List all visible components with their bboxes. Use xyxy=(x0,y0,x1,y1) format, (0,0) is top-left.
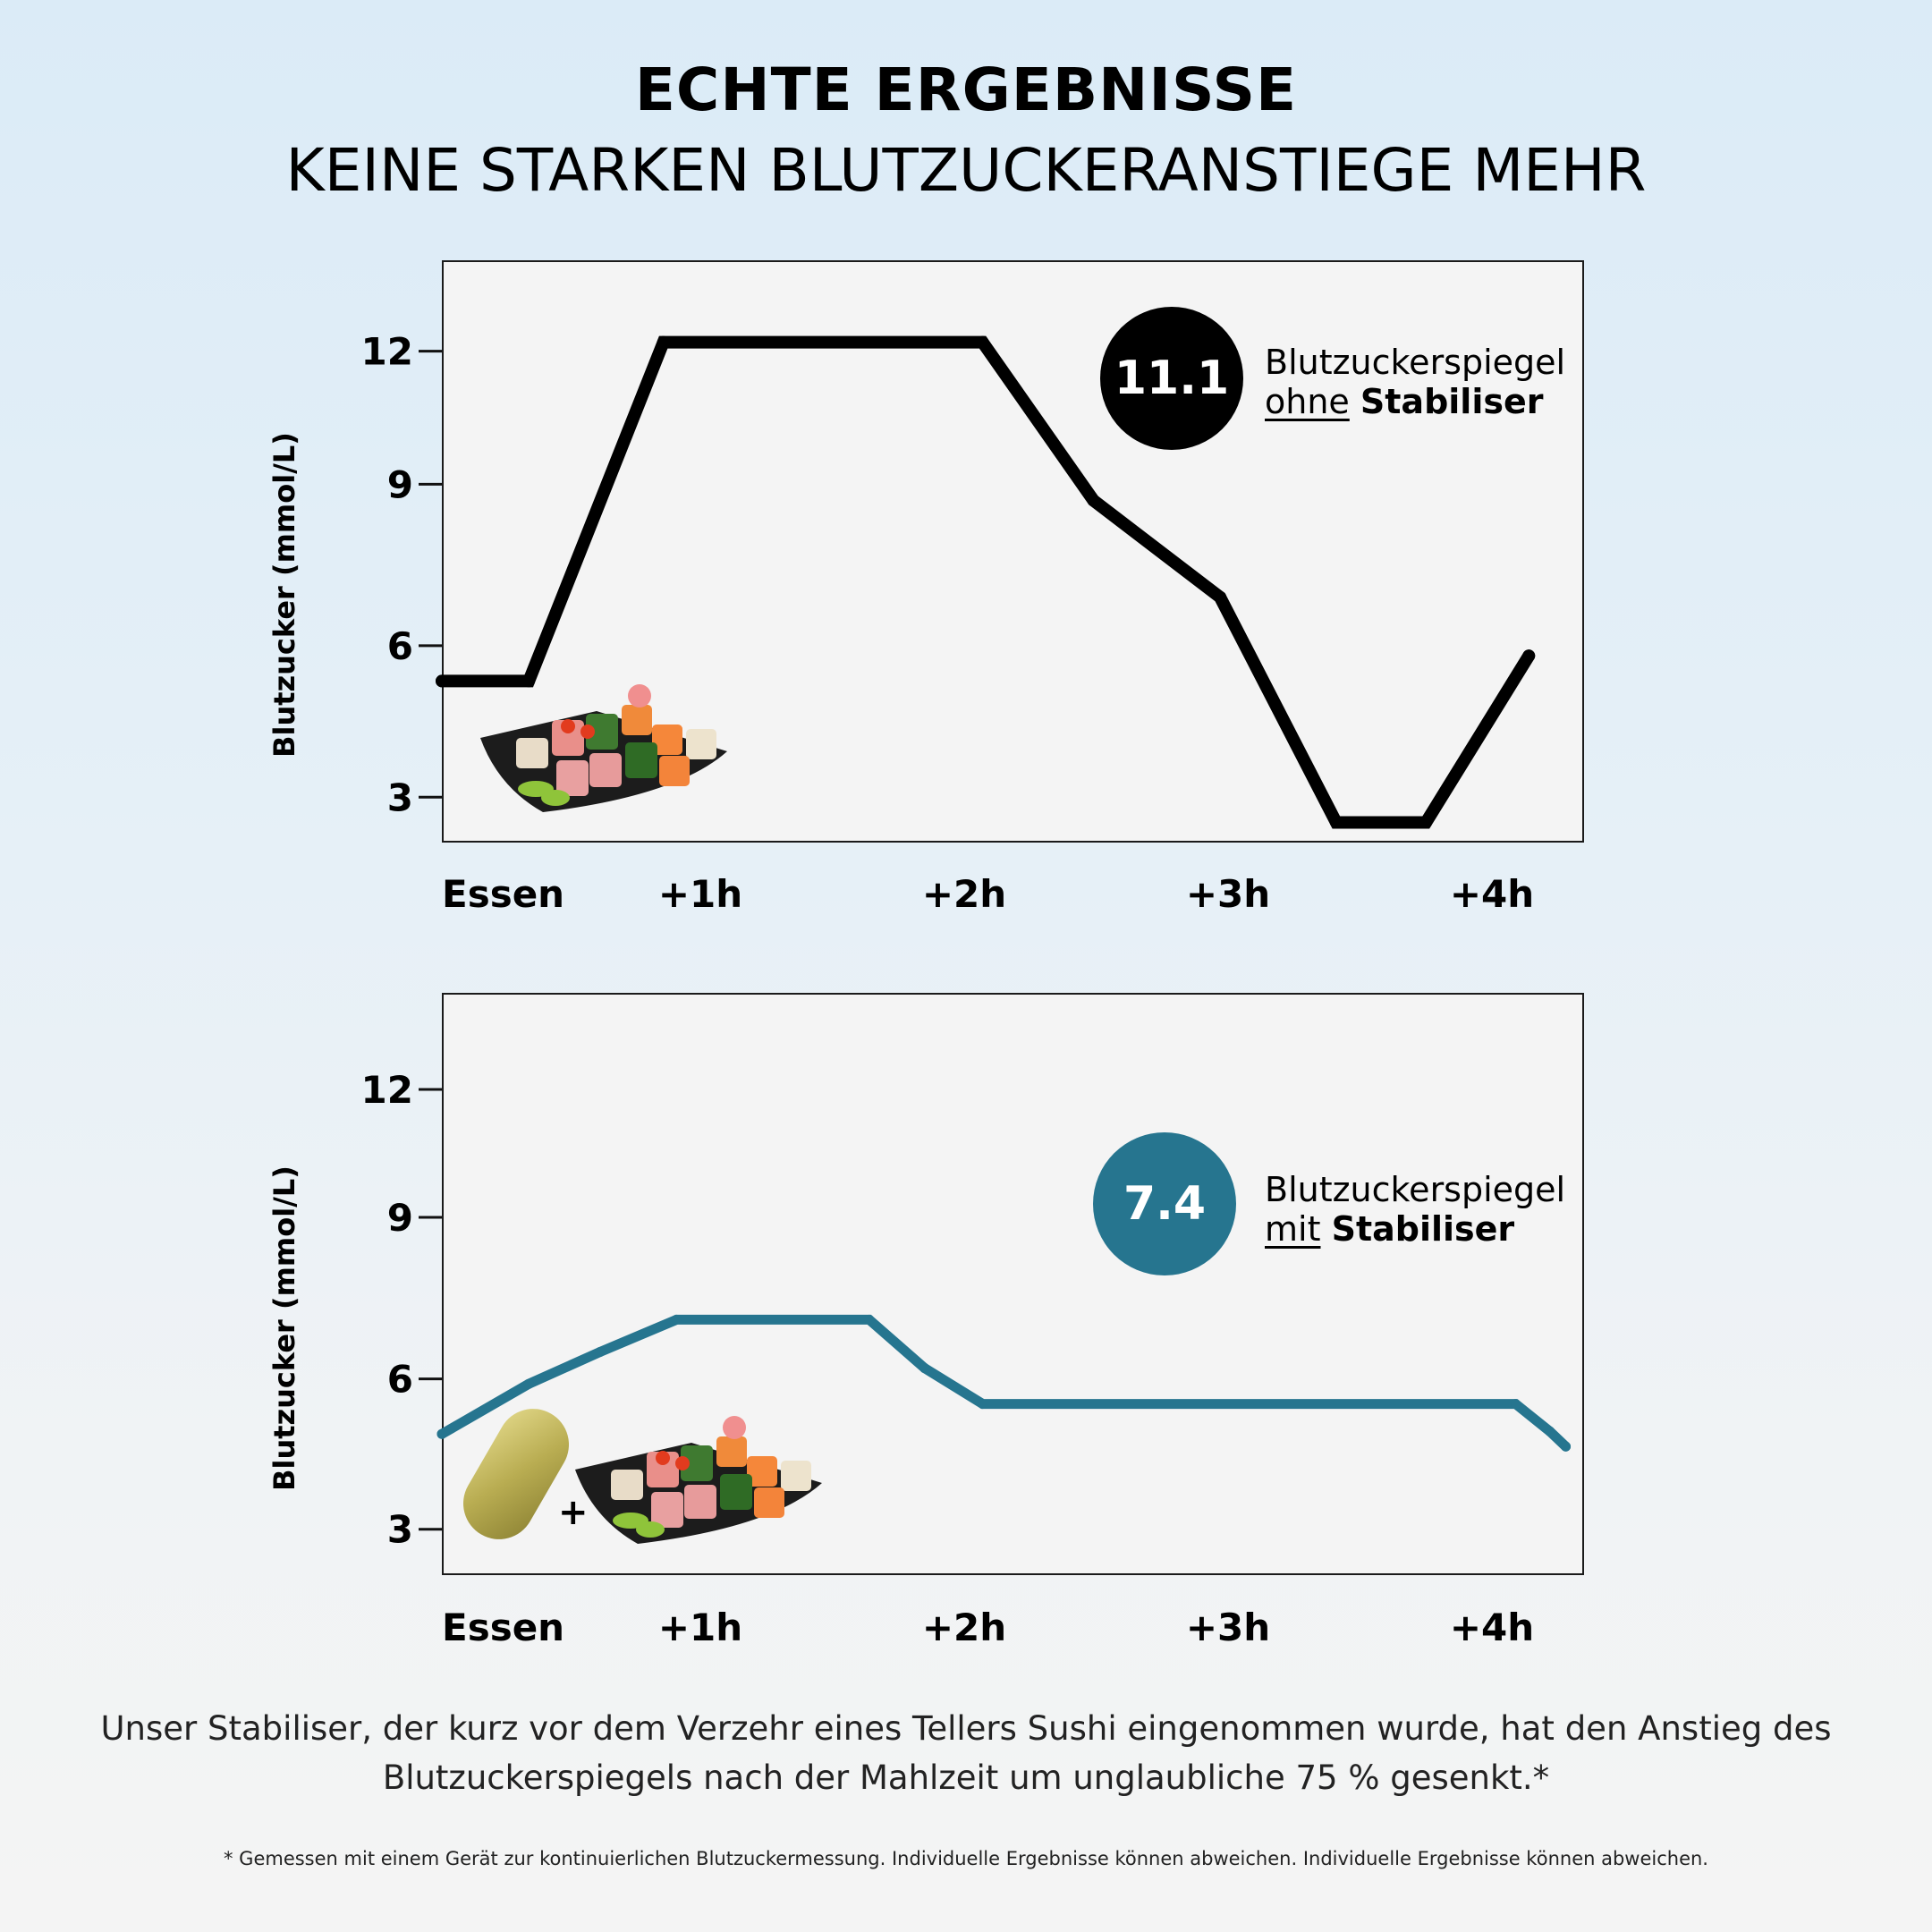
footnote: * Gemessen mit einem Gerät zur kontinuie… xyxy=(224,1848,1708,1869)
chart-top-data-point xyxy=(657,335,670,349)
chart-bottom-x-tick-label: +4h xyxy=(1450,1606,1534,1649)
chart-top-data-point xyxy=(1214,590,1227,604)
chart-bottom-data-point xyxy=(919,1363,930,1374)
badge-label-line1: Blutzuckerspiegel xyxy=(1265,343,1566,382)
chart-bottom-y-tick-label: 12 xyxy=(361,1068,413,1112)
chart-top-x-tick-label: +4h xyxy=(1450,872,1534,916)
chart-bottom-data-point xyxy=(1511,1399,1521,1410)
chart-top-y-tick-label: 3 xyxy=(387,775,413,819)
chart-bottom-y-tick-label: 9 xyxy=(387,1196,413,1240)
chart-top-y-tick-label: 12 xyxy=(361,330,413,374)
chart-top-data-point xyxy=(1419,816,1433,829)
sushi-plate-image xyxy=(575,1416,822,1544)
chart-bottom-y-tick-label: 3 xyxy=(387,1508,413,1552)
chart-top-data-point xyxy=(1329,816,1343,829)
page-title: ECHTE ERGEBNISSE xyxy=(634,55,1298,124)
capsule-image xyxy=(463,1409,569,1539)
chart-bottom-badge-label: Blutzuckerspiegel mit Stabiliser xyxy=(1265,1170,1565,1249)
badge-label-bold: Stabiliser xyxy=(1331,1209,1515,1249)
chart-bottom-y-tick-label: 6 xyxy=(387,1358,413,1402)
chart-bottom-x-tick-label: +2h xyxy=(922,1606,1006,1649)
chart-top-badge-label: Blutzuckerspiegel ohne Stabiliser xyxy=(1265,343,1565,421)
badge-label-line1: Blutzuckerspiegel xyxy=(1265,1170,1566,1209)
chart-bottom-data-point xyxy=(1561,1441,1572,1452)
sushi-plate-image xyxy=(480,684,727,812)
chart-bottom-x-tick-label: Essen xyxy=(442,1606,564,1649)
chart-bottom-x-tick-label: +3h xyxy=(1186,1606,1270,1649)
chart-bottom-data-point xyxy=(523,1378,534,1389)
chart-bottom-data-point xyxy=(978,1399,988,1410)
chart-top-data-point xyxy=(1522,649,1536,663)
chart-top-x-tick-label: +3h xyxy=(1186,872,1270,916)
badge-label-underlined: mit xyxy=(1265,1209,1321,1249)
chart-bottom-series-line xyxy=(436,1314,1572,1452)
chart-bottom-data-point xyxy=(864,1314,875,1325)
chart-bottom-data-point xyxy=(1545,1426,1555,1436)
page-subtitle: KEINE STARKEN BLUTZUCKERANSTIEGE MEHR xyxy=(285,136,1647,205)
chart-top-x-tick-label: +1h xyxy=(658,872,742,916)
chart-bottom-data-point xyxy=(595,1347,606,1357)
chart-top-data-point xyxy=(436,674,448,688)
chart-top-y-tick-label: 6 xyxy=(387,624,413,668)
chart-top-y-tick-label: 9 xyxy=(387,462,413,506)
chart-bottom-x-tick-label: +1h xyxy=(658,1606,742,1649)
chart-top-badge: 11.1 xyxy=(1100,307,1243,450)
chart-top-data-point xyxy=(522,674,536,688)
plus-sign: + xyxy=(558,1492,589,1533)
chart-top-data-point xyxy=(976,335,989,349)
description-text: Unser Stabiliser, der kurz vor dem Verze… xyxy=(100,1709,1832,1797)
chart-top-x-tick-label: Essen xyxy=(442,872,564,916)
chart-bottom-data-point xyxy=(671,1314,682,1325)
badge-label-bold: Stabiliser xyxy=(1360,382,1544,421)
badge-label-underlined: ohne xyxy=(1265,382,1350,421)
chart-top-data-point xyxy=(1087,494,1100,507)
chart-bottom-badge: 7.4 xyxy=(1093,1132,1236,1275)
chart-top-x-tick-label: +2h xyxy=(922,872,1006,916)
chart-bottom-data-point xyxy=(436,1428,447,1439)
